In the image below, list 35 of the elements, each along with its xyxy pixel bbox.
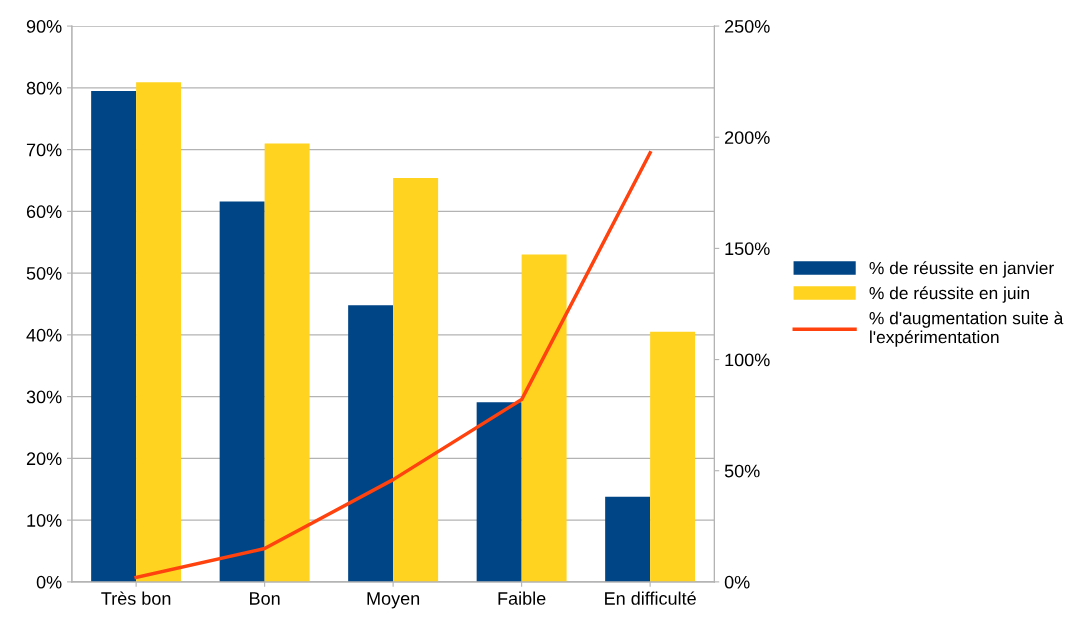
y-tick-label: 20% bbox=[26, 452, 62, 466]
x-tick-label: En difficulté bbox=[605, 591, 696, 605]
bar bbox=[476, 402, 522, 582]
x-tick-label: Très bon bbox=[101, 591, 171, 605]
x-tick-label: Faible bbox=[498, 591, 546, 605]
x-tick-label: Moyen bbox=[367, 592, 420, 609]
y-tick-label: 60% bbox=[26, 205, 62, 219]
legend-label: % de réussite en janvier bbox=[869, 261, 1054, 278]
y-tick-label: 40% bbox=[26, 328, 62, 342]
y-tick-label: 0% bbox=[36, 575, 62, 589]
y-tick-label: 50% bbox=[26, 267, 62, 280]
y-tick-label: 90% bbox=[26, 20, 62, 33]
bar bbox=[348, 305, 394, 582]
y-tick-label: 70% bbox=[26, 143, 62, 157]
x-tick-label: Bon bbox=[250, 592, 280, 605]
legend-label: % de réussite en juin bbox=[869, 286, 1029, 303]
line-series bbox=[134, 151, 652, 580]
y2-tick-label: 100% bbox=[725, 353, 770, 367]
bar bbox=[136, 82, 182, 582]
y-tick-label: 30% bbox=[26, 390, 62, 404]
bar bbox=[605, 496, 651, 582]
y2-tick-label: 150% bbox=[725, 242, 770, 256]
bar bbox=[219, 201, 265, 582]
bar bbox=[264, 143, 310, 582]
y2-tick-label: 200% bbox=[725, 131, 770, 144]
legend-label: % d'augmentation suite à l'expérimentation bbox=[869, 311, 1064, 347]
y2-tick-label: 0% bbox=[724, 575, 750, 589]
y-tick-label: 10% bbox=[27, 514, 62, 527]
bar bbox=[521, 254, 567, 582]
bar bbox=[650, 331, 696, 582]
bar bbox=[393, 178, 439, 582]
y2-tick-label: 250% bbox=[725, 20, 770, 33]
bar bbox=[91, 90, 137, 582]
y2-tick-label: 50% bbox=[724, 464, 760, 478]
y-tick-label: 80% bbox=[26, 81, 62, 95]
